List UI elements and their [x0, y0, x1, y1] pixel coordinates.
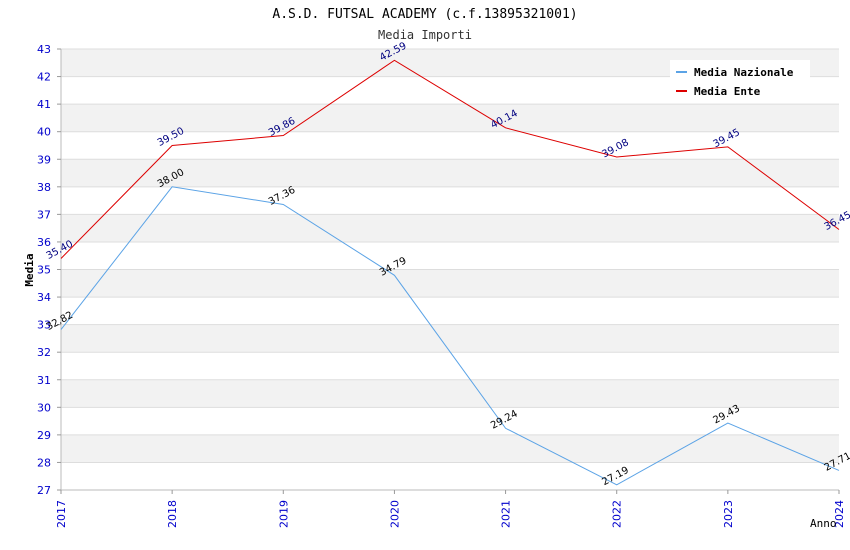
y-tick-label: 29 [37, 429, 51, 442]
y-tick-label: 31 [37, 374, 51, 387]
grid-band [61, 407, 839, 435]
grid-band [61, 269, 839, 298]
y-tick-label: 43 [37, 43, 51, 56]
grid-band [61, 159, 839, 187]
y-tick-label: 41 [37, 98, 51, 111]
grid-band [61, 379, 839, 408]
y-tick-label: 35 [37, 264, 51, 277]
y-tick-label: 36 [37, 236, 51, 249]
legend-label: Media Nazionale [694, 66, 794, 79]
legend: Media Nazionale Media Ente [670, 60, 810, 102]
chart-subtitle: Media Importi [378, 28, 472, 42]
grid-band [61, 297, 839, 325]
y-tick-label: 40 [37, 126, 51, 139]
y-tick-label: 34 [37, 291, 51, 304]
x-tick-label: 2022 [611, 500, 624, 528]
legend-box [670, 60, 810, 102]
grid-band [61, 104, 839, 132]
y-tick-label: 27 [37, 484, 51, 497]
y-tick-label: 32 [37, 346, 51, 359]
y-tick-label: 42 [37, 71, 51, 84]
x-axis-label: Anno [810, 517, 837, 530]
y-tick-label: 30 [37, 401, 51, 414]
legend-label: Media Ente [694, 85, 761, 98]
x-tick-label: 2017 [55, 500, 68, 528]
grid-band [61, 186, 839, 215]
chart-title: A.S.D. FUTSAL ACADEMY (c.f.13895321001) [272, 7, 577, 22]
x-tick-label: 2020 [388, 500, 401, 528]
x-tick-label: 2021 [500, 500, 513, 528]
grid-band [61, 241, 839, 270]
grid-band [61, 352, 839, 380]
series-line-ente [60, 59, 840, 259]
grid-band [61, 434, 839, 463]
grid-band [61, 324, 839, 353]
grid-band [61, 131, 839, 160]
y-tick-label: 39 [37, 153, 51, 166]
series-line-nazionale [60, 186, 840, 486]
x-tick-label: 2019 [277, 500, 290, 528]
y-tick-label: 37 [37, 208, 51, 221]
grid-band [61, 214, 839, 242]
x-tick-label: 2018 [166, 500, 179, 528]
x-tick-label: 2023 [722, 500, 735, 528]
grid-band [61, 462, 839, 490]
y-tick-label: 38 [37, 181, 51, 194]
x-tick-label: 2024 [833, 500, 846, 528]
y-tick-label: 28 [37, 456, 51, 469]
y-tick-label: 33 [37, 319, 51, 332]
y-axis-label: Media [23, 253, 36, 286]
